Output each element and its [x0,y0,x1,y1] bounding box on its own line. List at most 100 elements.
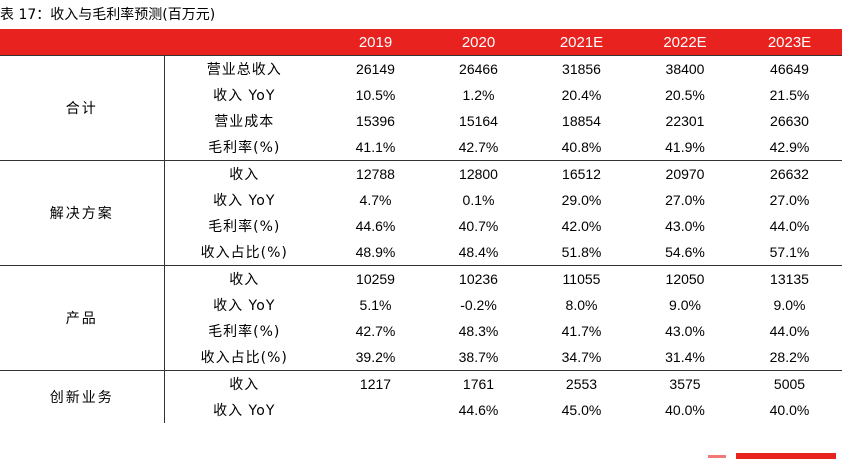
value-cell: 3575 [633,370,737,397]
value-cell: 0.1% [462,192,495,208]
value-cell: 10259 [324,265,427,292]
header-metric [164,29,324,56]
value-cell: 38.7% [458,349,499,365]
table-row: 收入 YoY 4.7% 0.1% 29.0% 27.0% 27.0% [0,187,842,213]
value-cell: 2553 [530,370,633,397]
value-cell: 15164 [459,113,498,129]
table-row: 营业成本 15396 15164 18854 22301 26630 [0,108,842,134]
table-row: 毛利率(%) 41.1% 42.7% 40.8% 41.9% 42.9% [0,134,842,161]
value-cell: 38400 [633,55,737,82]
value-cell [324,397,427,423]
value-cell: 40.0% [769,402,810,418]
value-cell: 44.6% [355,218,396,234]
value-cell: 44.0% [769,323,810,339]
forecast-table: 2019 2020 2021E 2022E 2023E 合计 营业总收入 26149… [0,29,842,423]
value-cell: 9.0% [773,297,806,313]
metric-label: 毛利率(%) [208,140,281,156]
metric-label: 收入 [164,160,324,187]
value-cell: 42.9% [769,139,810,155]
value-cell: 42.7% [355,323,396,339]
table-row: 收入 YoY 5.1% -0.2% 8.0% 9.0% 9.0% [0,292,842,318]
metric-label: 收入 YoY [213,403,276,419]
value-cell: -0.2% [460,297,497,313]
value-cell: 15396 [356,113,395,129]
value-cell: 13135 [737,265,842,292]
value-cell: 1761 [427,370,530,397]
value-cell: 41.1% [355,139,396,155]
metric-label: 收入占比(%) [200,350,288,366]
value-cell: 39.2% [355,349,396,365]
value-cell: 26149 [324,55,427,82]
value-cell: 44.0% [769,218,810,234]
header-2020: 2020 [427,29,530,56]
value-cell: 11055 [530,265,633,292]
value-cell: 43.0% [665,323,705,339]
header-row: 2019 2020 2021E 2022E 2023E [0,29,842,56]
value-cell: 8.0% [565,297,598,313]
value-cell: 26632 [737,160,842,187]
value-cell: 31.4% [665,349,705,365]
value-cell: 40.0% [665,402,705,418]
table-row: 毛利率(%) 44.6% 40.7% 42.0% 43.0% 44.0% [0,213,842,239]
value-cell: 27.0% [769,192,810,208]
value-cell: 4.7% [359,192,392,208]
metric-label: 收入 YoY [213,193,276,209]
table-row: 收入 YoY 10.5% 1.2% 20.4% 20.5% 21.5% [0,82,842,108]
table-row: 合计 营业总收入 26149 26466 31856 38400 46649 [0,55,842,161]
value-cell: 44.6% [458,402,499,418]
value-cell: 27.0% [665,192,705,208]
value-cell: 40.7% [458,218,499,234]
value-cell: 10.5% [355,87,396,103]
header-2023e: 2023E [737,29,842,56]
table-row: 收入 YoY 44.6% 45.0% 40.0% 40.0% [0,397,842,423]
table-body: 合计 营业总收入 26149 26466 31856 38400 46649 收入 YoY 10… [0,55,842,423]
table-row: 产品 收入 10259 10236 11055 12050 13135 [0,265,842,371]
value-cell: 40.8% [561,139,602,155]
metric-label: 营业总收入 [164,55,324,82]
value-cell: 12788 [324,160,427,187]
table-row: 收入占比(%) 48.9% 48.4% 51.8% 54.6% 57.1% [0,239,842,266]
value-cell: 22301 [665,113,705,129]
value-cell: 9.0% [669,297,701,313]
table-row: 收入占比(%) 39.2% 38.7% 34.7% 31.4% 28.2% [0,344,842,371]
value-cell: 21.5% [769,87,810,103]
brand-logo [700,448,840,459]
metric-label: 收入 [164,370,324,397]
value-cell: 48.9% [355,244,396,260]
value-cell: 54.6% [665,244,705,260]
group-label: 创新业务 [0,370,165,423]
metric-label: 收入 YoY [213,298,276,314]
value-cell: 18854 [562,113,601,129]
value-cell: 31856 [530,55,633,82]
group-label: 解决方案 [0,160,165,266]
table-caption: 表 17：收入与毛利率预测(百万元) [0,7,216,23]
value-cell: 20970 [633,160,737,187]
value-cell: 41.7% [561,323,602,339]
value-cell: 5005 [737,370,842,397]
value-cell: 57.1% [769,244,810,260]
value-cell: 46649 [737,55,842,82]
metric-label: 营业成本 [214,114,275,130]
value-cell: 12050 [633,265,737,292]
value-cell: 10236 [427,265,530,292]
value-cell: 48.3% [458,323,499,339]
value-cell: 43.0% [665,218,705,234]
value-cell: 48.4% [458,244,499,260]
table-row: 解决方案 收入 12788 12800 16512 20970 26632 [0,160,842,266]
header-2022e: 2022E [633,29,737,56]
value-cell: 26466 [427,55,530,82]
value-cell: 1217 [324,370,427,397]
metric-label: 毛利率(%) [208,324,281,340]
metric-label: 收入 YoY [213,88,276,104]
value-cell: 12800 [427,160,530,187]
group-label: 产品 [0,265,165,371]
value-cell: 41.9% [665,139,705,155]
group-label: 合计 [0,55,165,161]
value-cell: 51.8% [561,244,602,260]
value-cell: 28.2% [769,349,810,365]
value-cell: 34.7% [561,349,602,365]
header-2021e: 2021E [530,29,633,56]
header-2019: 2019 [324,29,427,56]
value-cell: 20.5% [665,87,705,103]
value-cell: 16512 [530,160,633,187]
